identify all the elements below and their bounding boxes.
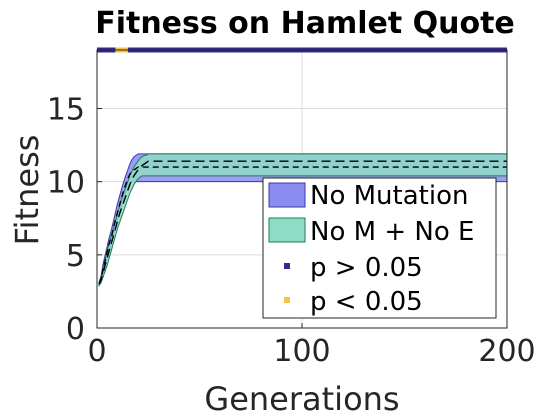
x-tick-label: 100 [273, 334, 330, 369]
legend: No Mutation No M + No E p > 0.05 p < 0.0… [262, 177, 497, 319]
mean-lines [98, 160, 507, 285]
chart-title: Fitness on Hamlet Quote [95, 6, 515, 41]
y-tick-label: 0 [66, 312, 85, 347]
mean-line-series-1 [98, 160, 507, 285]
y-tick-label: 15 [47, 93, 85, 128]
legend-label-p-lt: p < 0.05 [310, 287, 423, 317]
tick-labels: 0 100 200 0 5 10 15 [47, 93, 536, 369]
y-axis-label: Fitness [8, 135, 46, 246]
legend-label-no-m-no-e: No M + No E [310, 217, 474, 247]
y-tick-label: 5 [66, 239, 85, 274]
legend-marker-p-lt [284, 297, 290, 303]
y-tick-label: 10 [47, 166, 85, 201]
mean-line-series-0 [98, 166, 507, 285]
legend-label-p-gt: p > 0.05 [310, 253, 423, 283]
x-tick-label: 200 [478, 334, 535, 369]
legend-label-no-mutation: No Mutation [310, 181, 468, 211]
legend-marker-p-gt [284, 263, 290, 269]
legend-swatch-no-m-no-e [268, 217, 306, 243]
x-axis-label: Generations [204, 380, 399, 418]
x-tick-label: 0 [87, 334, 106, 369]
legend-swatch-no-mutation [268, 182, 306, 208]
